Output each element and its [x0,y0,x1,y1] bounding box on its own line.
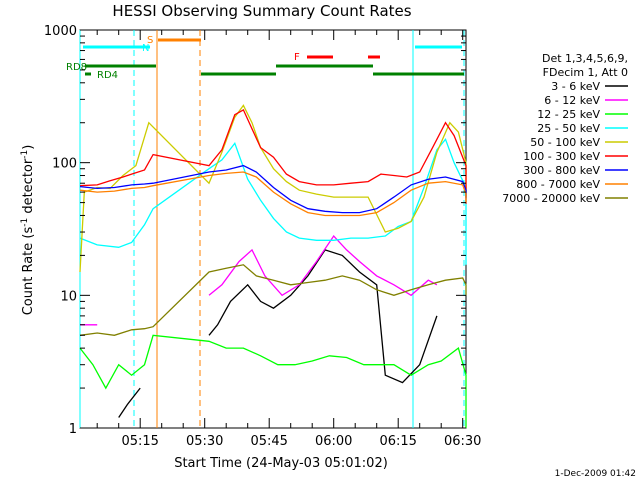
x-tick-label: 06:00 [315,434,352,449]
night-label: N [142,43,149,54]
x-tick-label: 06:30 [444,434,481,449]
legend-label: 12 - 25 keV [537,108,600,121]
legend-header: Det 1,3,4,5,6,9, [542,52,628,65]
flare-label: F [294,52,300,63]
legend-label: 6 - 12 keV [544,94,600,107]
series-line-25-50kev [79,138,467,265]
legend-label: 100 - 300 keV [523,150,600,163]
series-line-300-800kev [79,164,467,214]
plot-frame [79,29,467,429]
y-tick-label: 10 [60,289,77,304]
series-line-800-7000kev [79,171,467,217]
saa-label: S [147,35,153,46]
x-tick-label: 05:45 [250,434,287,449]
series-line-7000-20000kev [79,264,467,336]
x-tick-label: 05:15 [121,434,158,449]
series-line-3-6kev [118,249,438,418]
y-tick-label: 1 [69,422,77,437]
series-line-12-25kev [79,334,467,428]
series-line-50-100kev [79,104,467,273]
legend-label: 800 - 7000 keV [516,178,600,191]
x-tick-label: 06:15 [379,434,416,449]
legend-label: 50 - 100 keV [530,136,600,149]
legend-label: 3 - 6 keV [551,80,600,93]
y-tick-label: 100 [52,157,77,172]
y-axis-label: Count Rate (s-1 detector-1) [20,145,36,316]
rd8-label: RD8 [66,62,87,73]
x-axis-label: Start Time (24-May-03 05:01:02) [174,456,388,471]
chart-title: HESSI Observing Summary Count Rates [112,2,411,20]
x-tick-label: 05:30 [186,434,223,449]
y-tick-label: 1000 [44,24,77,39]
rd4-label: RD4 [97,70,118,81]
legend-header: FDecim 1, Att 0 [543,66,628,79]
series-line-100-300kev [79,108,467,204]
legend-label: 300 - 800 keV [523,164,600,177]
legend-label: 7000 - 20000 keV [502,192,600,205]
legend-label: 25 - 50 keV [537,122,600,135]
timestamp: 1-Dec-2009 01:42 [555,469,636,479]
